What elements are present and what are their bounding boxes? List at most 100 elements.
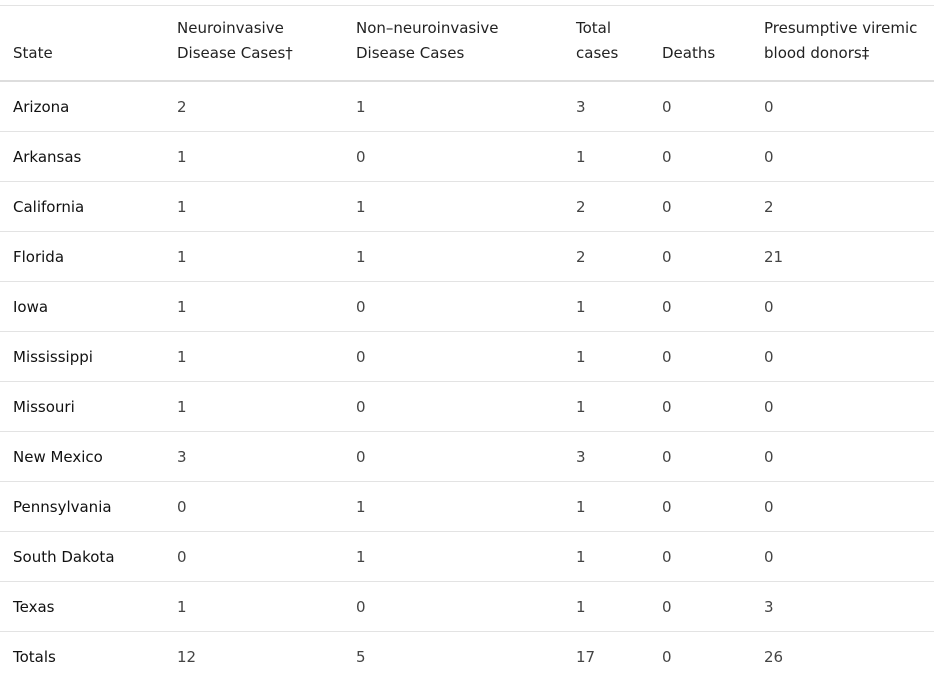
state-cell: New Mexico — [0, 431, 164, 482]
state-cell: Arizona — [0, 81, 164, 132]
state-cell: Arkansas — [0, 131, 164, 182]
value-cell: 2 — [751, 181, 934, 232]
column-header: Non–neuroinvasive Disease Cases — [343, 5, 563, 82]
value-cell: 1 — [343, 181, 563, 232]
header-line: blood donors‡ — [764, 44, 870, 62]
value-cell: 12 — [177, 647, 197, 666]
value-cell: 3 — [164, 431, 343, 482]
table-row: Totals 12 5 17 0 26 — [0, 632, 934, 681]
value-cell: 2 — [563, 231, 649, 282]
value-cell: 0 — [649, 531, 751, 582]
value-cell: 1 — [164, 331, 343, 382]
value-cell: 0 — [343, 281, 563, 332]
header-line: Neuroinvasive — [177, 19, 284, 37]
value-cell: 0 — [343, 131, 563, 182]
table-row: California 1 1 2 0 2 — [0, 181, 934, 232]
value-cell: 21 — [751, 231, 934, 282]
value-cell: 17 — [576, 647, 596, 666]
value-cell: 0 — [751, 381, 934, 432]
state-cell: Texas — [0, 581, 164, 632]
header-line: Total — [576, 19, 612, 37]
table-row: Mississippi 1 0 1 0 0 — [0, 331, 934, 382]
value-cell: 0 — [649, 431, 751, 482]
value-cell: 1 — [563, 281, 649, 332]
table-body: Arizona 2 1 3 0 0 Arkansas 1 0 1 0 0 California 1 1 2 0 2… — [0, 81, 934, 681]
state-cell: Pennsylvania — [0, 481, 164, 532]
column-header: Presumptive viremic blood donors‡ — [751, 5, 934, 82]
value-cell: 26 — [764, 647, 784, 666]
header-line: Disease Cases† — [177, 44, 293, 62]
table-row: New Mexico 3 0 3 0 0 — [0, 431, 934, 482]
column-header: Total cases — [563, 5, 649, 82]
value-cell: 1 — [343, 481, 563, 532]
value-cell: 0 — [164, 481, 343, 532]
value-cell: 0 — [751, 531, 934, 582]
header-line: Presumptive viremic — [764, 19, 918, 37]
value-cell: 0 — [649, 581, 751, 632]
value-cell: 1 — [164, 131, 343, 182]
header-line: Deaths — [662, 44, 716, 62]
state-cell: Florida — [0, 231, 164, 282]
header-row: State Neuroinvasive Disease Cases† Non–neur… — [0, 5, 934, 82]
value-cell: 3 — [563, 81, 649, 132]
table-row: Missouri 1 0 1 0 0 — [0, 381, 934, 432]
value-cell: 1 — [563, 531, 649, 582]
state-cell: Iowa — [0, 281, 164, 332]
value-cell: 1 — [164, 181, 343, 232]
value-cell: 0 — [751, 281, 934, 332]
value-cell: 5 — [356, 647, 366, 666]
value-cell: 1 — [563, 381, 649, 432]
header-line: cases — [576, 44, 619, 62]
value-cell: 1 — [563, 481, 649, 532]
value-cell: 0 — [751, 81, 934, 132]
header-line: Non–neuroinvasive — [356, 19, 499, 37]
value-cell: 0 — [649, 281, 751, 332]
table-row: Iowa 1 0 1 0 0 — [0, 281, 934, 332]
value-cell: 0 — [751, 481, 934, 532]
value-cell: 0 — [649, 481, 751, 532]
value-cell: 3 — [751, 581, 934, 632]
value-cell: 0 — [164, 531, 343, 582]
value-cell: 1 — [563, 131, 649, 182]
value-cell: 0 — [649, 331, 751, 382]
state-cell: South Dakota — [0, 531, 164, 582]
value-cell: 0 — [343, 331, 563, 382]
value-cell: 1 — [343, 531, 563, 582]
table-row: Texas 1 0 1 0 3 — [0, 581, 934, 632]
table-row: Florida 1 1 2 0 21 — [0, 231, 934, 282]
value-cell: 2 — [563, 181, 649, 232]
value-cell: 2 — [164, 81, 343, 132]
table-row: Pennsylvania 0 1 1 0 0 — [0, 481, 934, 532]
table-row: Arizona 2 1 3 0 0 — [0, 81, 934, 132]
column-header: State — [0, 5, 164, 82]
state-cell: California — [0, 181, 164, 232]
value-cell: 3 — [563, 431, 649, 482]
value-cell: 0 — [649, 231, 751, 282]
value-cell: 1 — [164, 281, 343, 332]
state-cell: Missouri — [0, 381, 164, 432]
table-row: South Dakota 0 1 1 0 0 — [0, 531, 934, 582]
column-header: Neuroinvasive Disease Cases† — [164, 5, 343, 82]
value-cell: 0 — [343, 581, 563, 632]
value-cell: 0 — [751, 331, 934, 382]
header-line: Disease Cases — [356, 44, 465, 62]
value-cell: 0 — [662, 647, 672, 666]
table-row: Arkansas 1 0 1 0 0 — [0, 131, 934, 182]
value-cell: 0 — [649, 381, 751, 432]
value-cell: 1 — [164, 231, 343, 282]
value-cell: 1 — [164, 381, 343, 432]
value-cell: 0 — [649, 131, 751, 182]
value-cell: 1 — [563, 581, 649, 632]
value-cell: 1 — [343, 81, 563, 132]
value-cell: 0 — [343, 381, 563, 432]
state-cell: Mississippi — [0, 331, 164, 382]
value-cell: 1 — [563, 331, 649, 382]
value-cell: 0 — [751, 431, 934, 482]
column-header: Deaths — [649, 5, 751, 82]
value-cell: 1 — [164, 581, 343, 632]
value-cell: 0 — [649, 181, 751, 232]
value-cell: 0 — [649, 81, 751, 132]
value-cell: 1 — [343, 231, 563, 282]
value-cell: 0 — [751, 131, 934, 182]
header-line: State — [13, 44, 53, 62]
